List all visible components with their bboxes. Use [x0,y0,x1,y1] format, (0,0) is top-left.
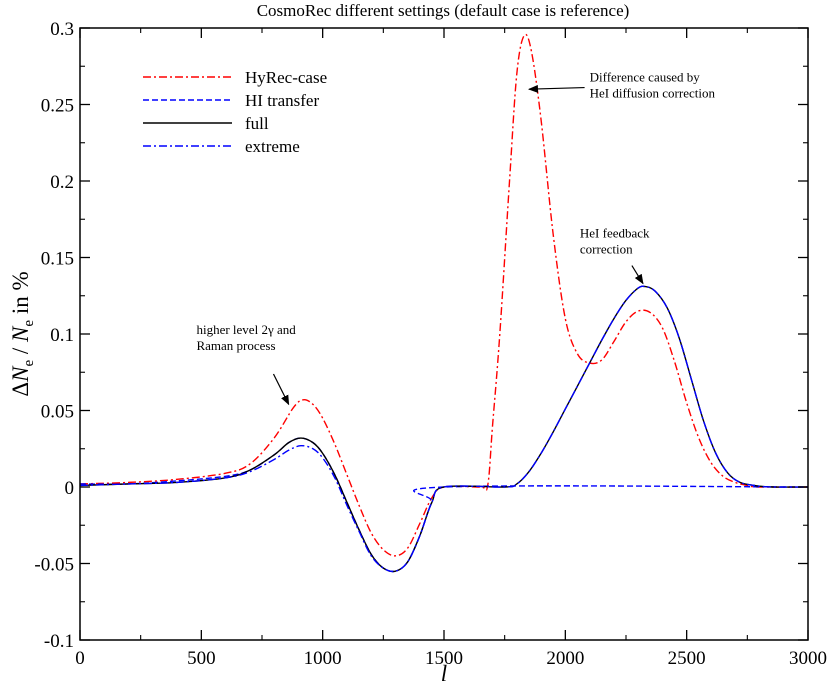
annotation-arrow [631,265,644,285]
x-tick-label: 2000 [546,648,584,669]
legend: HyRec-case HI transfer full extreme [143,68,327,156]
annotation-text: HeI feedback [580,226,650,241]
x-tick-label: 1500 [425,648,463,669]
y-tick-label: 0.25 [41,96,74,117]
series-line-hyrec-case [79,33,809,557]
legend-label: HyRec-case [245,68,327,87]
annotation-text: Raman process [196,338,275,353]
y-tick-label: 0.3 [50,19,74,40]
plot-frame [79,27,809,641]
annotation-arrow [527,84,585,93]
legend-label: full [245,114,269,133]
annotation-arrow [272,373,290,406]
series-line-full [79,285,809,573]
legend-label: HI transfer [245,91,319,110]
series-line-extreme [79,285,809,573]
x-tick-label: 0 [75,648,85,669]
x-axis-label: l [441,661,447,686]
axis-ticks: 0 500 1000 1500 2000 2500 3000 -0.1 -0.05 0 0.05 0.… [34,19,827,669]
annotation-text: correction [580,242,633,257]
y-tick-label: 0.2 [50,172,74,193]
y-tick-label: -0.1 [44,631,74,652]
chart-title: CosmoRec different settings (default cas… [257,1,630,20]
y-axis-label: ΔNe​ / Ne​ in % [8,271,37,396]
annotation-text: Difference caused by [590,70,701,85]
series-layer [79,33,809,573]
x-tick-label: 500 [187,648,216,669]
y-tick-label: 0.1 [50,325,74,346]
annotation-text: HeI diffusion correction [590,86,716,101]
annotation-text: higher level 2γ and [196,322,296,337]
x-tick-label: 2500 [668,648,706,669]
legend-label: extreme [245,137,300,156]
y-tick-label: 0.05 [41,402,74,423]
y-tick-label: 0.15 [41,249,74,270]
x-tick-label: 1000 [304,648,342,669]
y-tick-label: -0.05 [34,555,74,576]
x-tick-label: 3000 [789,648,827,669]
y-tick-label: 0 [65,478,75,499]
series-line-hi-transfer [79,437,809,573]
